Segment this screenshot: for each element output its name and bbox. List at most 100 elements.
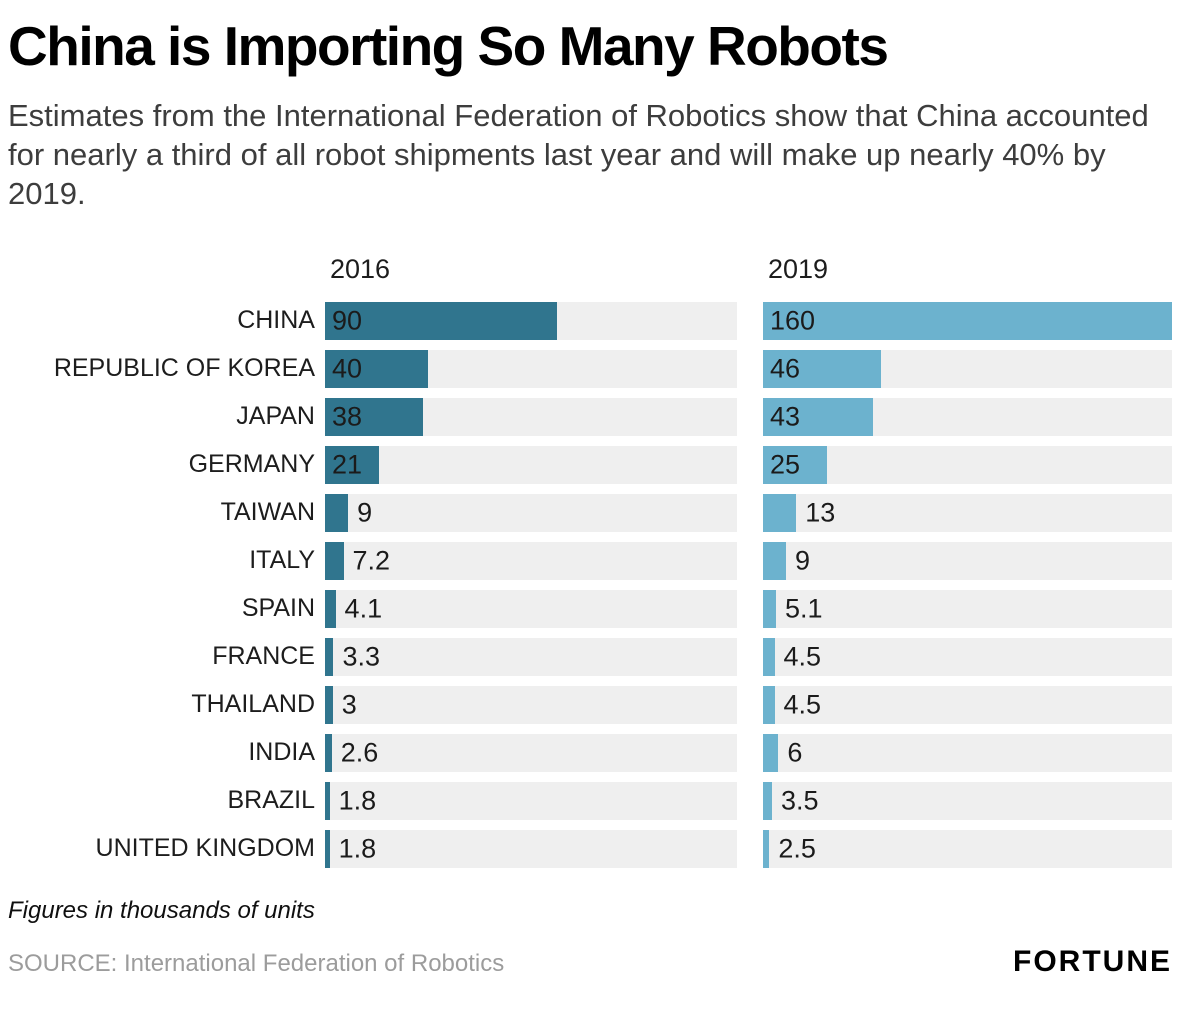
bar-track-2016: 7.2 [325, 541, 737, 580]
bar-2016 [325, 733, 332, 772]
value-label: 7.2 [352, 545, 391, 576]
bar-2016 [325, 493, 349, 532]
bar-2019 [763, 733, 779, 772]
chart-row: CHINA 90 160 [8, 297, 1172, 345]
bar-track-2016: 9 [325, 493, 737, 532]
bar-2019 [763, 829, 770, 868]
bar-2016 [325, 589, 336, 628]
value-label: 5.1 [785, 593, 823, 624]
column-gap [737, 254, 763, 285]
value-label: 2.5 [778, 833, 816, 864]
value-label: 9 [795, 545, 811, 576]
category-label: FRANCE [212, 642, 315, 671]
bar-2016 [325, 301, 557, 340]
fortune-logo: FORTUNE [1013, 944, 1172, 978]
bar-track-2016: 40 [325, 349, 737, 388]
value-label: 13 [805, 497, 836, 528]
value-label: 3 [341, 689, 357, 720]
bar-2019 [763, 493, 797, 532]
bar-track-2019: 13 [763, 493, 1172, 532]
bar-2019 [763, 301, 1172, 340]
units-note: Figures in thousands of units [8, 896, 315, 924]
bar-track-2019: 160 [763, 301, 1172, 340]
chart-row: UNITED KINGDOM 1.8 2.5 [8, 825, 1172, 873]
chart-row: ITALY 7.2 9 [8, 537, 1172, 585]
bar-chart: 2016 2019 CHINA 90 160 REPUBLIC OF KOREA 40 4… [8, 254, 1172, 873]
bar-2019 [763, 589, 777, 628]
bar-track-2016: 38 [325, 397, 737, 436]
bar-2019 [763, 349, 881, 388]
bar-track-2019: 5.1 [763, 589, 1172, 628]
chart-row: THAILAND 3 4.5 [8, 681, 1172, 729]
value-label: 4.5 [783, 689, 822, 720]
bar-2019 [763, 397, 873, 436]
value-label: 3.5 [780, 785, 819, 816]
category-label: UNITED KINGDOM [95, 834, 315, 863]
category-label: TAIWAN [220, 498, 315, 527]
chart-row: JAPAN 38 43 [8, 393, 1172, 441]
bar-track-2016: 21 [325, 445, 737, 484]
bar-2016 [325, 397, 423, 436]
value-label: 40 [332, 353, 363, 384]
bar-2016 [325, 445, 380, 484]
bar-2016 [325, 349, 428, 388]
value-label: 3.3 [342, 641, 381, 672]
chart-title: China is Importing So Many Robots [8, 15, 889, 77]
source-text: SOURCE: International Federation of Robo… [8, 949, 505, 977]
bar-track-2016: 3 [325, 685, 737, 724]
bar-track-2016: 4.1 [325, 589, 737, 628]
chart-row: SPAIN 4.1 5.1 [8, 585, 1172, 633]
bar-2019 [763, 685, 775, 724]
value-label: 9 [357, 497, 373, 528]
header-spacer [8, 254, 325, 285]
value-label: 4.5 [783, 641, 822, 672]
value-label: 160 [770, 305, 816, 336]
bar-track-2019: 4.5 [763, 685, 1172, 724]
value-label: 90 [332, 305, 363, 336]
bar-track-2019: 6 [763, 733, 1172, 772]
bar-track-2019: 3.5 [763, 781, 1172, 820]
chart-row: TAIWAN 9 13 [8, 489, 1172, 537]
category-label: REPUBLIC OF KOREA [53, 354, 315, 383]
bar-track-2019: 2.5 [763, 829, 1172, 868]
value-label: 4.1 [344, 593, 383, 624]
bar-track-2016: 3.3 [325, 637, 737, 676]
chart-row: BRAZIL 1.8 3.5 [8, 777, 1172, 825]
chart-row: FRANCE 3.3 4.5 [8, 633, 1172, 681]
value-label: 1.8 [338, 833, 377, 864]
bar-2019 [763, 541, 786, 580]
category-label: CHINA [237, 306, 315, 335]
value-label: 2.6 [340, 737, 379, 768]
series-headers: 2016 2019 [8, 254, 1172, 285]
bar-track-2016: 90 [325, 301, 737, 340]
value-label: 46 [770, 353, 801, 384]
source-row: SOURCE: International Federation of Robo… [8, 945, 1172, 979]
bar-2016 [325, 781, 330, 820]
bar-2019 [763, 637, 775, 676]
bar-track-2019: 4.5 [763, 637, 1172, 676]
bar-2016 [325, 541, 344, 580]
bar-track-2019: 46 [763, 349, 1172, 388]
category-label: THAILAND [191, 690, 315, 719]
bar-track-2016: 1.8 [325, 829, 737, 868]
bar-2019 [763, 781, 772, 820]
bar-track-2016: 1.8 [325, 781, 737, 820]
value-label: 1.8 [338, 785, 377, 816]
value-label: 6 [787, 737, 803, 768]
chart-row: INDIA 2.6 6 [8, 729, 1172, 777]
chart-rows: CHINA 90 160 REPUBLIC OF KOREA 40 46 JAPAN 38 43… [8, 297, 1172, 873]
chart-subtitle: Estimates from the International Federat… [8, 97, 1149, 212]
chart-row: REPUBLIC OF KOREA 40 46 [8, 345, 1172, 393]
category-label: SPAIN [241, 594, 315, 623]
bar-track-2019: 9 [763, 541, 1172, 580]
bar-2019 [763, 445, 827, 484]
category-label: JAPAN [236, 402, 315, 431]
bar-2016 [325, 637, 334, 676]
series-header-2016: 2016 [330, 253, 391, 284]
chart-footer: Figures in thousands of units SOURCE: In… [8, 897, 1172, 979]
series-header-2019: 2019 [768, 253, 829, 284]
bar-track-2016: 2.6 [325, 733, 737, 772]
value-label: 38 [332, 401, 363, 432]
bar-track-2019: 25 [763, 445, 1172, 484]
